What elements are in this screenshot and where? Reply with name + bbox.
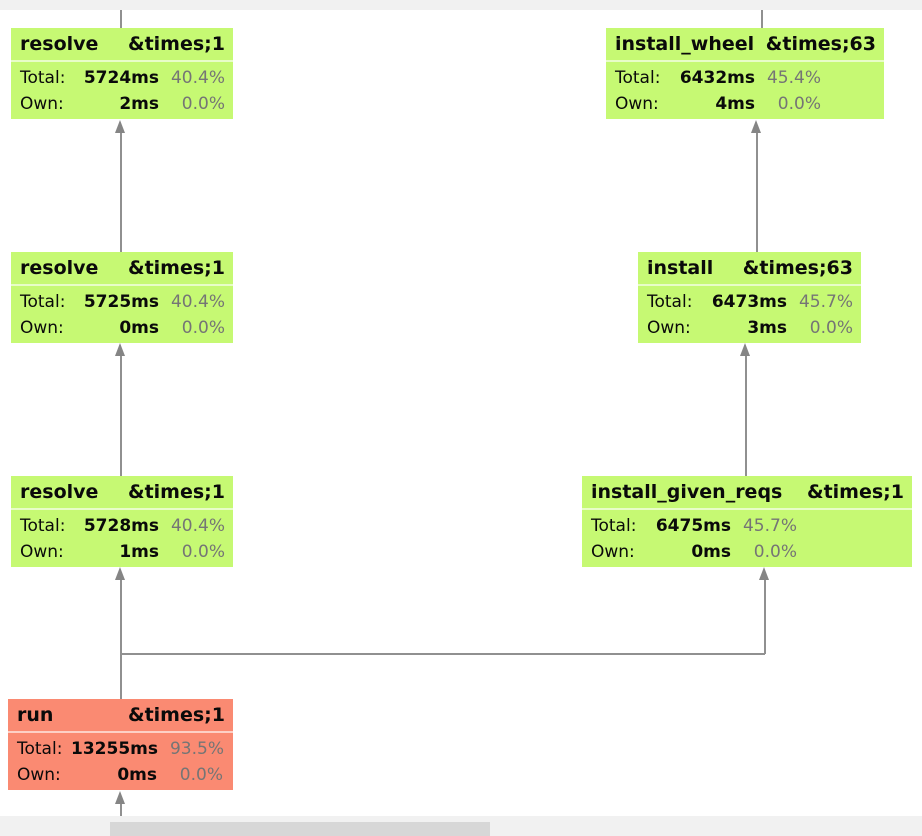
- arrowhead-run-to-resolve3: [115, 567, 125, 580]
- node-stats: Total: 6475ms 45.7% Own: 0ms 0.0%: [582, 510, 912, 565]
- own-row: Own: 1ms 0.0%: [20, 542, 225, 562]
- node-install[interactable]: install &times;63 Total: 6473ms 45.7% Ow…: [638, 252, 861, 343]
- function-name: resolve: [20, 257, 99, 279]
- node-title: resolve &times;1: [11, 28, 233, 62]
- node-stats: Total: 5725ms 40.4% Own: 0ms 0.0%: [11, 286, 233, 341]
- node-stats: Total: 6473ms 45.7% Own: 3ms 0.0%: [638, 286, 861, 341]
- function-name: resolve: [20, 33, 99, 55]
- edge-resolve2-to-resolve1: [120, 133, 122, 252]
- edge-run-to-igr-horizontal: [120, 653, 765, 655]
- total-row: Total: 6473ms 45.7%: [647, 292, 853, 312]
- call-count: &times;63: [742, 257, 853, 279]
- total-row: Total: 5724ms 40.4%: [20, 68, 225, 88]
- own-row: Own: 0ms 0.0%: [17, 765, 223, 785]
- horizontal-scrollbar-track[interactable]: [0, 816, 922, 836]
- edge-installwheel-offscreen-top: [761, 10, 763, 28]
- call-count: &times;1: [128, 33, 225, 55]
- horizontal-scrollbar-thumb[interactable]: [110, 822, 490, 836]
- node-run[interactable]: run &times;1 Total: 13255ms 93.5% Own: 0…: [8, 699, 233, 790]
- node-title: run &times;1: [8, 699, 233, 733]
- total-row: Total: 6432ms 45.4%: [615, 68, 821, 88]
- total-row: Total: 5725ms 40.4%: [20, 292, 225, 312]
- node-install-wheel[interactable]: install_wheel &times;63 Total: 6432ms 45…: [606, 28, 884, 119]
- function-name: install_given_reqs: [591, 481, 783, 503]
- own-row: Own: 2ms 0.0%: [20, 94, 225, 114]
- call-count: &times;63: [765, 33, 876, 55]
- total-row: Total: 5728ms 40.4%: [20, 516, 225, 536]
- arrowhead-resolve3-to-resolve2: [115, 343, 125, 356]
- arrowhead-resolve2-to-resolve1: [115, 120, 125, 133]
- node-resolve-3[interactable]: resolve &times;1 Total: 5728ms 40.4% Own…: [11, 476, 233, 567]
- node-title: install_given_reqs &times;1: [582, 476, 912, 510]
- node-install-given-reqs[interactable]: install_given_reqs &times;1 Total: 6475m…: [582, 476, 912, 567]
- node-resolve-1[interactable]: resolve &times;1 Total: 5724ms 40.4% Own…: [11, 28, 233, 119]
- edge-run-to-igr-vertical: [764, 580, 766, 654]
- own-row: Own: 0ms 0.0%: [20, 318, 225, 338]
- total-row: Total: 13255ms 93.5%: [17, 739, 224, 759]
- node-stats: Total: 6432ms 45.4% Own: 4ms 0.0%: [606, 62, 884, 117]
- call-count: &times;1: [128, 704, 225, 726]
- function-name: install_wheel: [615, 33, 755, 55]
- node-stats: Total: 5728ms 40.4% Own: 1ms 0.0%: [11, 510, 233, 565]
- top-scroll-strip: [0, 0, 922, 10]
- node-title: resolve &times;1: [11, 476, 233, 510]
- node-stats: Total: 5724ms 40.4% Own: 2ms 0.0%: [11, 62, 233, 117]
- arrowhead-igr-to-install: [740, 343, 750, 356]
- total-row: Total: 6475ms 45.7%: [591, 516, 797, 536]
- edge-install-to-installwheel: [756, 133, 758, 252]
- function-name: install: [647, 257, 714, 279]
- node-title: install_wheel &times;63: [606, 28, 884, 62]
- node-title: resolve &times;1: [11, 252, 233, 286]
- edge-igr-to-install: [745, 356, 747, 477]
- function-name: resolve: [20, 481, 99, 503]
- own-row: Own: 3ms 0.0%: [647, 318, 853, 338]
- edge-resolve1-offscreen-top: [120, 10, 122, 28]
- edge-run-to-resolve3: [120, 580, 122, 699]
- own-row: Own: 4ms 0.0%: [615, 94, 821, 114]
- node-stats: Total: 13255ms 93.5% Own: 0ms 0.0%: [8, 733, 233, 788]
- call-count: &times;1: [807, 481, 904, 503]
- call-count: &times;1: [128, 481, 225, 503]
- arrowhead-install-to-installwheel: [751, 120, 761, 133]
- node-title: install &times;63: [638, 252, 861, 286]
- arrowhead-run-to-igr: [759, 567, 769, 580]
- arrowhead-offscreen-to-run: [115, 791, 125, 804]
- edge-resolve3-to-resolve2: [120, 356, 122, 477]
- own-row: Own: 0ms 0.0%: [591, 542, 797, 562]
- node-resolve-2[interactable]: resolve &times;1 Total: 5725ms 40.4% Own…: [11, 252, 233, 343]
- function-name: run: [17, 704, 54, 726]
- call-count: &times;1: [128, 257, 225, 279]
- edge-offscreen-to-run: [120, 804, 122, 817]
